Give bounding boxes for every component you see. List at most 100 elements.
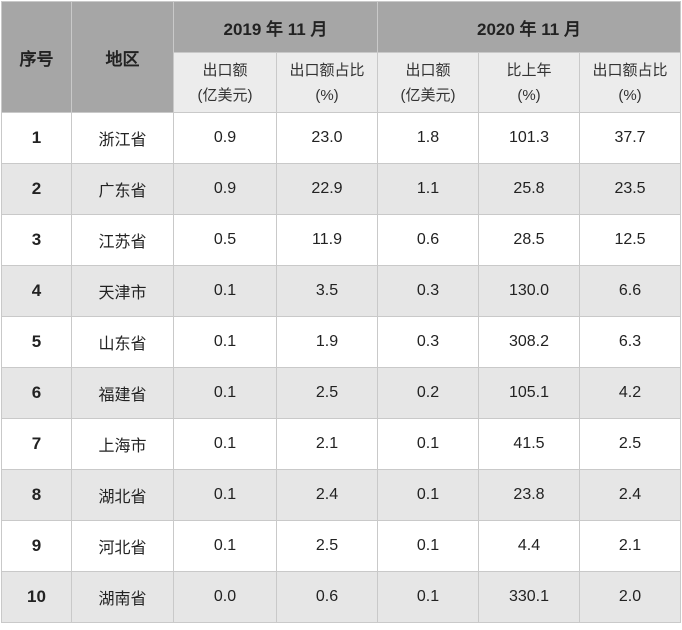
cell-export-2020: 0.1 <box>377 571 479 623</box>
header-region: 地区 <box>71 1 174 113</box>
cell-export-2019: 0.1 <box>173 367 277 419</box>
header-2020-yoy-label: 比上年 <box>506 61 552 79</box>
cell-index: 2 <box>1 163 72 215</box>
cell-index: 1 <box>1 112 72 164</box>
header-2020-yoy: 比上年 (%) <box>478 52 580 113</box>
cell-share-2020: 6.6 <box>578 265 682 317</box>
cell-region: 湖北省 <box>71 469 174 521</box>
cell-region: 山东省 <box>71 316 174 368</box>
cell-yoy-2020: 25.8 <box>478 163 580 215</box>
table-row: 3 江苏省 0.5 11.9 0.6 28.5 12.5 <box>1 214 682 266</box>
cell-share-2020: 12.5 <box>578 214 682 266</box>
header-2020-yoy-unit: (%) <box>517 86 541 104</box>
header-period-2020: 2020 年 11 月 <box>376 1 682 53</box>
cell-share-2020: 23.5 <box>578 163 682 215</box>
cell-share-2019: 23.0 <box>276 112 378 164</box>
header-2019-share-unit: (%) <box>315 86 339 104</box>
header-index: 序号 <box>1 1 72 113</box>
cell-index: 5 <box>1 316 72 368</box>
cell-export-2020: 0.1 <box>377 520 479 572</box>
cell-export-2020: 0.3 <box>377 316 479 368</box>
table-row: 7 上海市 0.1 2.1 0.1 41.5 2.5 <box>1 418 682 470</box>
cell-share-2020: 2.4 <box>578 469 682 521</box>
cell-share-2019: 22.9 <box>276 163 378 215</box>
cell-share-2019: 3.5 <box>276 265 378 317</box>
cell-region: 江苏省 <box>71 214 174 266</box>
header-2019-export-label: 出口额 <box>202 61 248 79</box>
cell-export-2019: 0.1 <box>173 418 277 470</box>
cell-index: 7 <box>1 418 72 470</box>
cell-region: 天津市 <box>71 265 174 317</box>
cell-index: 3 <box>1 214 72 266</box>
header-2020-export-unit: (亿美元) <box>400 86 456 104</box>
cell-share-2019: 0.6 <box>276 571 378 623</box>
header-2020-export-label: 出口额 <box>405 61 451 79</box>
header-2019-export: 出口额 (亿美元) <box>173 52 277 113</box>
cell-export-2019: 0.0 <box>173 571 277 623</box>
cell-index: 4 <box>1 265 72 317</box>
cell-yoy-2020: 41.5 <box>478 418 580 470</box>
cell-share-2019: 2.1 <box>276 418 378 470</box>
header-2020-share-label: 出口额占比 <box>592 61 668 79</box>
cell-export-2020: 0.1 <box>377 418 479 470</box>
table-row: 5 山东省 0.1 1.9 0.3 308.2 6.3 <box>1 316 682 368</box>
cell-share-2020: 2.1 <box>578 520 682 572</box>
cell-region: 上海市 <box>71 418 174 470</box>
cell-index: 8 <box>1 469 72 521</box>
header-2019-export-unit: (亿美元) <box>197 86 253 104</box>
cell-yoy-2020: 101.3 <box>478 112 580 164</box>
cell-share-2019: 2.5 <box>276 367 378 419</box>
cell-region: 河北省 <box>71 520 174 572</box>
cell-export-2020: 1.8 <box>377 112 479 164</box>
cell-export-2020: 0.1 <box>377 469 479 521</box>
table-body: 1 浙江省 0.9 23.0 1.8 101.3 37.7 2 广东省 0.9 22.9 1.1 25.… <box>1 112 682 623</box>
cell-region: 广东省 <box>71 163 174 215</box>
cell-export-2019: 0.9 <box>173 112 277 164</box>
header-2020-share: 出口额占比 (%) <box>578 52 682 113</box>
cell-share-2020: 37.7 <box>578 112 682 164</box>
cell-export-2020: 0.3 <box>377 265 479 317</box>
cell-share-2020: 2.5 <box>578 418 682 470</box>
table-row: 9 河北省 0.1 2.5 0.1 4.4 2.1 <box>1 520 682 572</box>
cell-export-2019: 0.1 <box>173 469 277 521</box>
cell-yoy-2020: 130.0 <box>478 265 580 317</box>
cell-share-2020: 4.2 <box>578 367 682 419</box>
table-row: 4 天津市 0.1 3.5 0.3 130.0 6.6 <box>1 265 682 317</box>
cell-yoy-2020: 308.2 <box>478 316 580 368</box>
cell-region: 湖南省 <box>71 571 174 623</box>
header-2019-share: 出口额占比 (%) <box>276 52 378 113</box>
table-row: 1 浙江省 0.9 23.0 1.8 101.3 37.7 <box>1 112 682 164</box>
cell-yoy-2020: 28.5 <box>478 214 580 266</box>
cell-region: 浙江省 <box>71 112 174 164</box>
header-2020-export: 出口额 (亿美元) <box>377 52 479 113</box>
cell-export-2019: 0.1 <box>173 316 277 368</box>
cell-share-2019: 2.4 <box>276 469 378 521</box>
cell-export-2019: 0.9 <box>173 163 277 215</box>
cell-yoy-2020: 23.8 <box>478 469 580 521</box>
table-row: 8 湖北省 0.1 2.4 0.1 23.8 2.4 <box>1 469 682 521</box>
cell-region: 福建省 <box>71 367 174 419</box>
cell-share-2019: 1.9 <box>276 316 378 368</box>
header-period-2019: 2019 年 11 月 <box>173 1 378 53</box>
cell-export-2019: 0.1 <box>173 265 277 317</box>
cell-export-2020: 1.1 <box>377 163 479 215</box>
cell-export-2019: 0.1 <box>173 520 277 572</box>
cell-index: 9 <box>1 520 72 572</box>
cell-share-2019: 11.9 <box>276 214 378 266</box>
cell-export-2020: 0.6 <box>377 214 479 266</box>
cell-index: 10 <box>1 571 72 623</box>
cell-yoy-2020: 105.1 <box>478 367 580 419</box>
cell-share-2020: 2.0 <box>578 571 682 623</box>
cell-export-2020: 0.2 <box>377 367 479 419</box>
cell-yoy-2020: 330.1 <box>478 571 580 623</box>
cell-index: 6 <box>1 367 72 419</box>
header-2019-share-label: 出口额占比 <box>289 61 365 79</box>
table-row: 2 广东省 0.9 22.9 1.1 25.8 23.5 <box>1 163 682 215</box>
table-row: 6 福建省 0.1 2.5 0.2 105.1 4.2 <box>1 367 682 419</box>
header-2020-share-unit: (%) <box>618 86 642 104</box>
cell-export-2019: 0.5 <box>173 214 277 266</box>
cell-share-2019: 2.5 <box>276 520 378 572</box>
table-row: 10 湖南省 0.0 0.6 0.1 330.1 2.0 <box>1 571 682 623</box>
cell-yoy-2020: 4.4 <box>478 520 580 572</box>
